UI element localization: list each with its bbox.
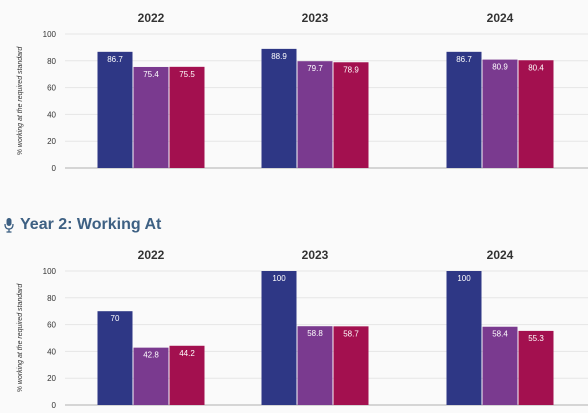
group-label: 2023 [302,248,329,262]
y-tick-label: 100 [43,267,57,276]
chart-reading-top: % working at the required standard 0 20 40 6… [0,0,588,200]
y-axis-label: % working at the required standard [17,46,24,156]
bar [482,326,518,405]
y-tick-label: 100 [43,30,57,39]
data-label: 100 [272,274,286,283]
group-label: 2022 [138,11,165,25]
data-label: 70 [111,314,120,323]
bar [446,51,482,168]
data-label: 58.7 [343,329,359,338]
data-label: 75.4 [143,70,159,79]
y-tick-label: 80 [47,57,56,66]
data-label: 75.5 [179,70,195,79]
data-label: 88.9 [271,52,287,61]
data-label: 42.8 [143,351,159,360]
data-label: 80.9 [492,63,508,72]
bar [97,51,133,168]
data-label: 86.7 [107,55,123,64]
bar [333,62,369,168]
bar [446,271,482,405]
y-tick-label: 80 [47,294,56,303]
bar [261,271,297,405]
section-heading: Year 2: Working At [4,213,161,237]
data-label: 55.3 [528,334,544,343]
section-title: Year 2: Working At [20,216,162,233]
bar-chart-bottom: % working at the required standard 0 20 40 6… [17,248,588,410]
bar [133,347,169,405]
bar [97,311,133,405]
bar [261,48,297,168]
group-label: 2024 [487,248,514,262]
y-tick-label: 60 [47,84,56,93]
data-label: 100 [457,274,471,283]
y-axis-label: % working at the required standard [17,283,24,393]
group-label: 2022 [138,248,165,262]
bar [133,66,169,168]
chart-working-at: % working at the required standard 0 20 40 6… [0,238,588,413]
bar [297,61,333,169]
y-tick-label: 0 [52,401,57,410]
microphone-icon [4,217,14,233]
bar [333,326,369,405]
group-label: 2024 [487,11,514,25]
bar [518,330,554,405]
bar [482,59,518,168]
data-label: 79.7 [307,64,323,73]
bar [169,345,205,405]
y-tick-label: 40 [47,110,56,119]
data-label: 58.8 [307,329,323,338]
y-tick-label: 40 [47,347,56,356]
data-label: 44.2 [179,349,195,358]
y-tick-label: 60 [47,321,56,330]
y-tick-label: 20 [47,374,56,383]
group-label: 2023 [302,11,329,25]
bar [518,60,554,168]
bar [169,66,205,168]
y-tick-label: 20 [47,137,56,146]
data-label: 78.9 [343,65,359,74]
bar [297,326,333,405]
bar-chart-top: % working at the required standard 0 20 40 6… [17,11,588,173]
data-label: 86.7 [456,55,472,64]
data-label: 80.4 [528,63,544,72]
y-tick-label: 0 [52,164,57,173]
data-label: 58.4 [492,330,508,339]
